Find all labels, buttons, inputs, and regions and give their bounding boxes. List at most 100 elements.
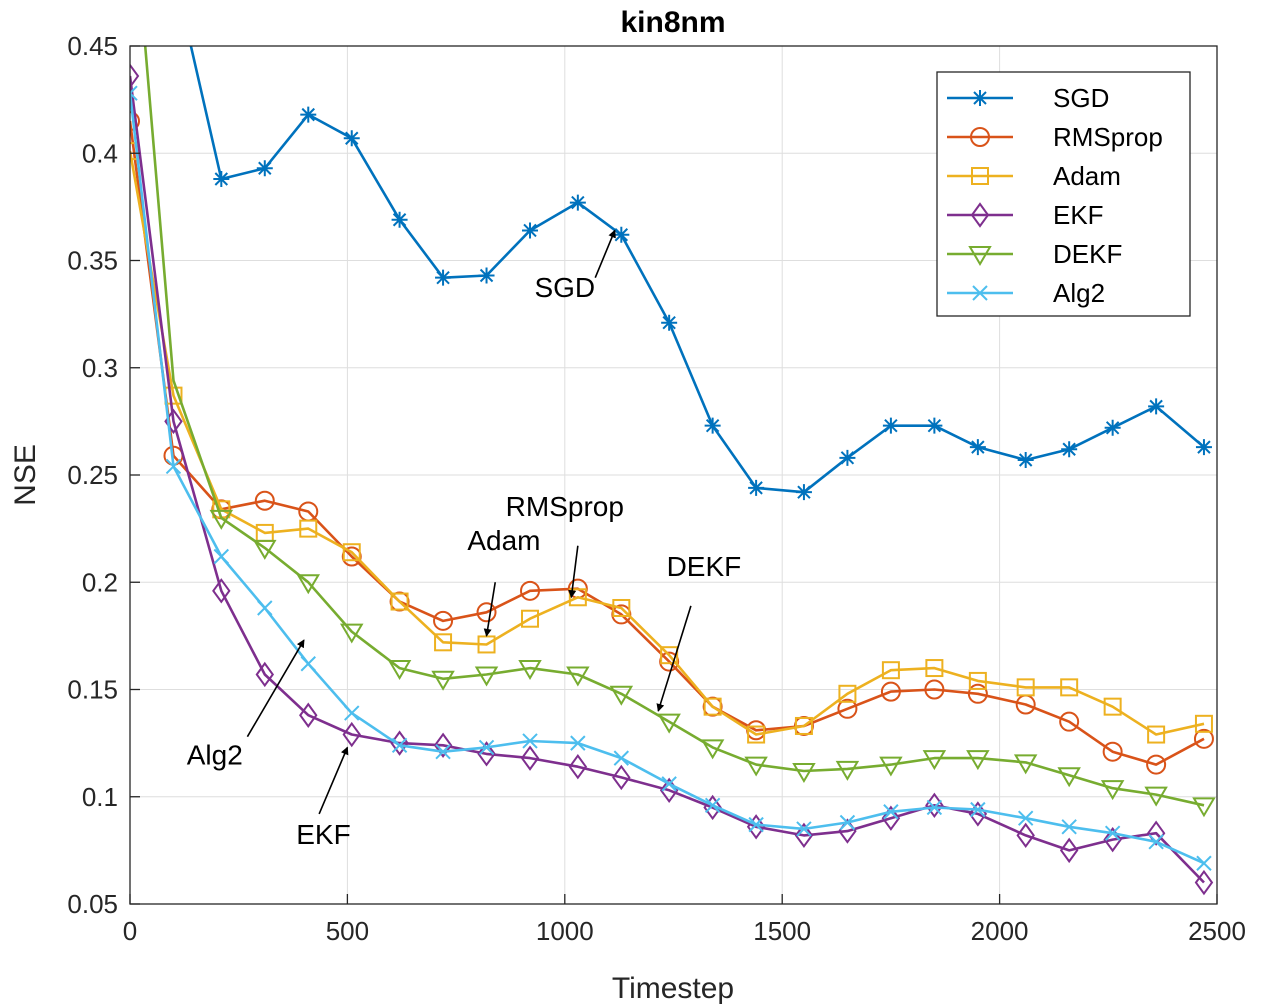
data-point bbox=[1100, 780, 1125, 801]
legend-marker bbox=[972, 285, 988, 301]
data-point bbox=[1103, 697, 1122, 716]
annotation-arrow bbox=[594, 229, 616, 278]
data-point bbox=[522, 222, 539, 239]
data-point bbox=[748, 816, 764, 833]
data-point bbox=[130, 111, 140, 132]
x-tick-label: 1000 bbox=[536, 916, 594, 946]
data-point bbox=[1194, 714, 1213, 733]
data-point bbox=[568, 754, 588, 780]
data-point bbox=[130, 85, 138, 101]
annotation-dekf: DEKF bbox=[656, 551, 741, 712]
data-point bbox=[837, 698, 858, 719]
legend-marker bbox=[970, 127, 990, 147]
y-tick-label: 0.25 bbox=[67, 460, 118, 490]
data-point bbox=[299, 519, 318, 538]
data-point bbox=[477, 741, 496, 767]
data-point bbox=[520, 580, 541, 601]
legend-label: DEKF bbox=[1053, 239, 1122, 269]
annotation-arrow bbox=[246, 639, 305, 738]
axis-ticks: 0 500 1000 1500 2000 2500 0.05 0.1 0.15 0.2 0.25 0.… bbox=[67, 31, 1246, 946]
data-point bbox=[794, 822, 814, 849]
series-dekf bbox=[143, 46, 1216, 818]
data-point bbox=[657, 713, 681, 734]
legend-marker bbox=[971, 167, 989, 185]
data-point bbox=[839, 449, 856, 466]
data-point bbox=[881, 661, 900, 680]
y-tick-label: 0.45 bbox=[67, 31, 118, 61]
legend-item-dekf: DEKF bbox=[947, 239, 1122, 269]
data-point bbox=[1017, 451, 1034, 468]
annotation-alg2: Alg2 bbox=[187, 639, 305, 771]
data-point bbox=[433, 610, 454, 631]
data-point bbox=[570, 735, 586, 751]
data-point bbox=[1104, 825, 1121, 841]
data-point bbox=[1104, 419, 1121, 436]
legend-label: SGD bbox=[1053, 83, 1109, 113]
data-point bbox=[474, 666, 499, 687]
data-point bbox=[390, 592, 409, 611]
data-point bbox=[566, 666, 590, 687]
data-point bbox=[1148, 398, 1165, 415]
data-point bbox=[435, 269, 452, 286]
data-point bbox=[256, 160, 273, 177]
data-point bbox=[700, 739, 725, 760]
legend-label: EKF bbox=[1053, 200, 1104, 230]
data-point bbox=[339, 623, 364, 644]
annotation-label: SGD bbox=[534, 272, 595, 303]
data-point bbox=[796, 821, 812, 837]
data-point bbox=[1061, 819, 1077, 835]
data-point bbox=[1060, 678, 1079, 697]
data-point bbox=[744, 756, 768, 777]
data-point bbox=[882, 417, 899, 434]
data-point bbox=[299, 702, 318, 728]
data-point bbox=[1059, 711, 1080, 732]
data-point bbox=[391, 737, 408, 753]
data-point bbox=[661, 776, 677, 792]
data-point bbox=[478, 267, 495, 284]
data-point bbox=[838, 684, 857, 703]
data-point bbox=[748, 479, 765, 496]
data-point bbox=[342, 721, 361, 748]
data-point bbox=[342, 543, 361, 562]
series-line-rmsprop bbox=[130, 120, 1205, 766]
legend-marker bbox=[972, 90, 988, 106]
annotation-arrow bbox=[568, 545, 579, 599]
data-point bbox=[1017, 810, 1034, 826]
data-point bbox=[970, 801, 986, 818]
data-point bbox=[924, 679, 945, 700]
data-point bbox=[612, 764, 631, 791]
data-point bbox=[792, 763, 816, 783]
data-point bbox=[1147, 725, 1166, 744]
data-point bbox=[609, 685, 634, 706]
series-line-dekf bbox=[143, 46, 1205, 807]
legend-item-sgd: SGD bbox=[947, 83, 1109, 113]
series-line-ekf bbox=[130, 75, 1205, 884]
annotation-adam: Adam bbox=[467, 525, 541, 637]
x-tick-label: 500 bbox=[326, 916, 369, 946]
data-point bbox=[1146, 754, 1167, 775]
x-axis-title: Timestep bbox=[612, 972, 734, 1005]
data-point bbox=[255, 661, 275, 688]
series-alg2 bbox=[130, 85, 1212, 871]
chart-title: kin8nm bbox=[620, 6, 725, 39]
data-point bbox=[704, 417, 721, 434]
legend-item-adam: Adam bbox=[947, 161, 1121, 191]
data-point bbox=[253, 539, 277, 560]
y-tick-label: 0.05 bbox=[67, 889, 118, 919]
annotation-rmsprop: RMSprop bbox=[506, 491, 624, 599]
y-tick-label: 0.1 bbox=[82, 782, 118, 812]
y-tick-label: 0.2 bbox=[82, 567, 118, 597]
data-point bbox=[661, 314, 678, 331]
data-point bbox=[969, 439, 986, 456]
data-point bbox=[883, 804, 899, 820]
legend-label: Adam bbox=[1053, 161, 1121, 191]
series-sgd bbox=[189, 46, 1212, 501]
data-point bbox=[1016, 822, 1035, 849]
data-point bbox=[130, 63, 140, 89]
data-point bbox=[476, 602, 497, 623]
data-point bbox=[880, 681, 901, 702]
legend: SGD RMSprop Adam EKF DEKF Alg2 bbox=[936, 71, 1191, 317]
data-point bbox=[612, 598, 631, 617]
data-point bbox=[518, 660, 542, 681]
data-point bbox=[213, 170, 230, 187]
